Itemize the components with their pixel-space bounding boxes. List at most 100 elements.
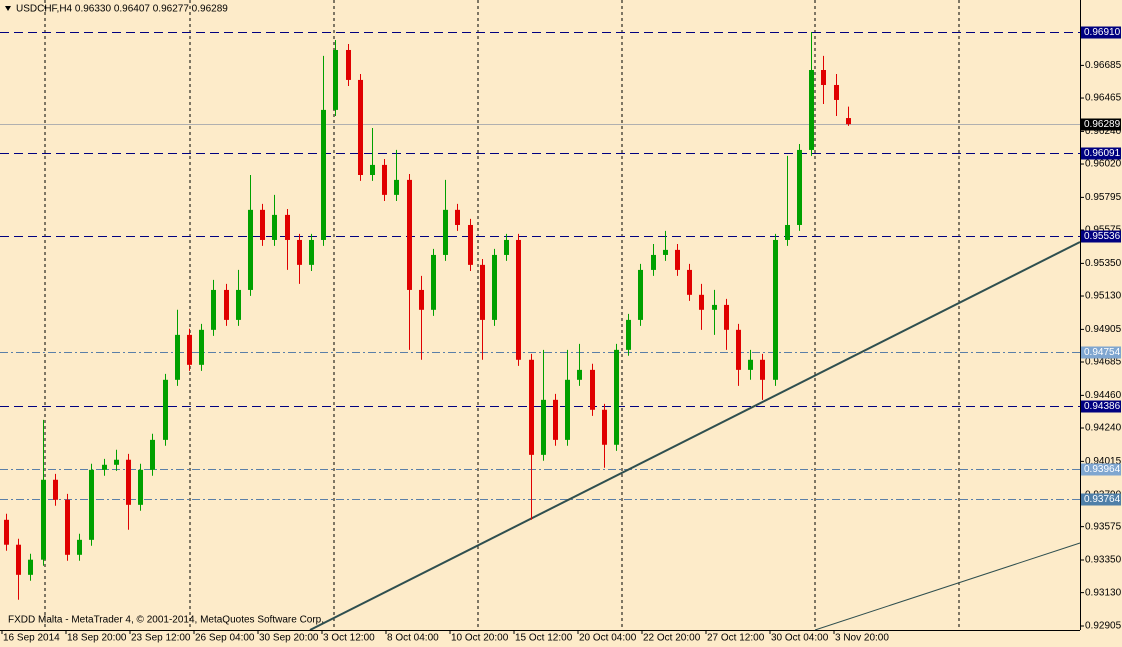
candle-body (297, 239, 302, 265)
candles (4, 32, 851, 600)
candle-body (346, 49, 351, 80)
candle-body (675, 249, 680, 270)
level-label-box (1081, 118, 1121, 131)
candle-body (663, 249, 668, 255)
candle-body (638, 269, 643, 320)
level-label: 0.94386 (1084, 401, 1121, 412)
candle-body (358, 79, 363, 175)
candle-body (651, 254, 656, 270)
candle-body (150, 439, 155, 470)
x-tick-label: 10 Oct 20:00 (451, 633, 509, 644)
candle-body (126, 459, 131, 505)
candle-body (4, 519, 9, 545)
candle-body (565, 379, 570, 440)
x-tick-label: 3 Nov 20:00 (835, 633, 889, 644)
candle-body (614, 349, 619, 445)
candle-body (773, 239, 778, 380)
x-tick-label: 26 Sep 04:00 (195, 633, 255, 644)
candle-body (89, 469, 94, 540)
y-tick-label: 0.94240 (1085, 423, 1122, 434)
candle-body (65, 499, 70, 555)
level-label: 0.93764 (1084, 494, 1121, 505)
x-tick-label: 30 Oct 04:00 (771, 633, 829, 644)
candle-body (309, 239, 314, 265)
level-label: 0.95536 (1084, 231, 1121, 242)
level-label: 0.93964 (1084, 464, 1121, 475)
candle-body (102, 464, 107, 470)
candle-body (53, 479, 58, 500)
y-tick-label: 0.94460 (1085, 390, 1122, 401)
candle-body (821, 70, 826, 85)
footer: FXDD Malta - MetaTrader 4, © 2001-2014, … (8, 615, 324, 626)
candle-body (699, 294, 704, 310)
candle-body (382, 164, 387, 195)
level-label-box (1081, 463, 1121, 476)
candle-body (748, 359, 753, 370)
candle-body (321, 109, 326, 240)
trend-line (309, 241, 1081, 631)
level-label: 0.96910 (1084, 27, 1121, 38)
y-tick-label: 0.93350 (1085, 555, 1122, 566)
y-tick-label: 0.94685 (1085, 357, 1122, 368)
candle-body (455, 209, 460, 225)
period-separators (44, 0, 960, 630)
candle-body (797, 149, 802, 225)
candle-body (846, 118, 851, 125)
candle-body (41, 479, 46, 560)
candle-body (272, 214, 277, 240)
candle-body (16, 544, 21, 575)
level-label-box (1081, 346, 1121, 359)
x-tick-label: 22 Oct 20:00 (643, 633, 701, 644)
candle-body (199, 329, 204, 365)
candle-body (480, 264, 485, 320)
candle-body (431, 254, 436, 310)
y-tick-label: 0.93575 (1085, 521, 1122, 532)
y-tick-label: 0.94015 (1085, 456, 1122, 467)
candle-body (809, 70, 814, 150)
candle-body (492, 254, 497, 320)
candle-body (248, 209, 253, 290)
candle-body (28, 559, 33, 575)
level-label: 0.96091 (1084, 148, 1121, 159)
x-tick-label: 15 Oct 12:00 (515, 633, 573, 644)
y-tick-label: 0.95795 (1085, 192, 1122, 203)
x-tick-label: 23 Sep 12:00 (131, 633, 191, 644)
candle-body (736, 329, 741, 370)
y-tick-label: 0.93130 (1085, 587, 1122, 598)
x-tick-label: 3 Oct 12:00 (323, 633, 375, 644)
level-label-box (1081, 400, 1121, 413)
x-tick-label: 8 Oct 04:00 (387, 633, 439, 644)
y-tick-label: 0.96685 (1085, 60, 1122, 71)
y-tick-label: 0.95350 (1085, 258, 1122, 269)
y-tick-label: 0.96020 (1085, 159, 1122, 170)
candle-body (785, 224, 790, 240)
candle-body (407, 179, 412, 290)
candle-body (553, 399, 558, 440)
candle-body (712, 304, 717, 310)
y-tick-label: 0.94905 (1085, 324, 1122, 335)
candle-body (529, 359, 534, 455)
candle-body (468, 224, 473, 265)
y-tick-label: 0.95130 (1085, 291, 1122, 302)
candle-body (114, 459, 119, 465)
candle-body (285, 214, 290, 240)
candle-body (504, 239, 509, 255)
menu-arrow (5, 6, 11, 11)
candle-body (443, 209, 448, 255)
candle-body (760, 359, 765, 380)
candle-body (394, 179, 399, 195)
level-label-box (1081, 147, 1121, 160)
candle-body (626, 319, 631, 350)
candle-body (333, 49, 338, 110)
candle-body (211, 289, 216, 330)
y-tick-label: 0.96465 (1085, 93, 1122, 104)
axis-labels: 0.96685 0.96465 0.96240 0.96020 0.95795 0.955… (1, 26, 1122, 644)
level-label-box (1081, 230, 1121, 243)
x-tick-label: 20 Oct 04:00 (579, 633, 637, 644)
y-tick-label: 0.96240 (1085, 126, 1122, 137)
levels (0, 32, 1080, 500)
candle-body (138, 469, 143, 505)
candle-body (577, 369, 582, 380)
